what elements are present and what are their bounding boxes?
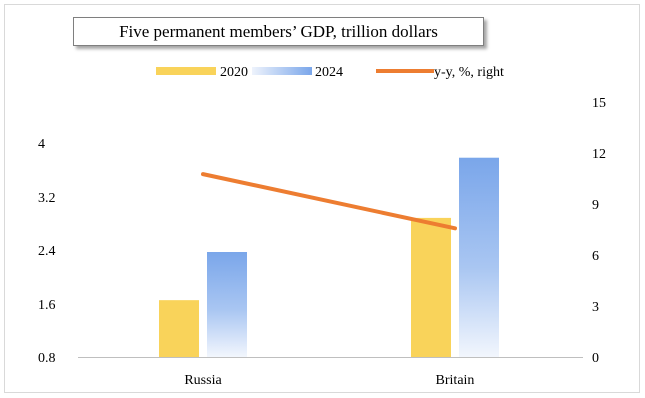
right-tick-label: 3 xyxy=(592,300,599,315)
right-axis: 0 3 6 9 12 15 xyxy=(592,96,606,366)
left-axis: 0.8 1.6 2.4 3.2 4 xyxy=(38,137,56,366)
left-tick-label: 3.2 xyxy=(38,191,56,206)
line-series-yy xyxy=(201,172,457,231)
bar-britain-2020 xyxy=(411,217,451,357)
right-tick-label: 0 xyxy=(592,351,599,366)
right-tick-label: 9 xyxy=(592,198,599,213)
legend-swatch-2024 xyxy=(252,67,312,75)
legend: 2020 2024 y-y, %, right xyxy=(156,65,504,80)
right-tick-label: 15 xyxy=(592,96,606,111)
category-label-russia: Russia xyxy=(184,373,222,388)
bar-russia-2024 xyxy=(207,252,247,357)
chart-title: Five permanent members’ GDP, trillion do… xyxy=(73,17,484,46)
right-tick-label: 6 xyxy=(592,249,599,264)
x-axis: Russia Britain xyxy=(184,373,474,388)
bars xyxy=(159,157,499,357)
legend-label-2020: 2020 xyxy=(220,65,248,80)
right-tick-label: 12 xyxy=(592,147,606,162)
left-tick-label: 0.8 xyxy=(38,351,56,366)
left-tick-label: 4 xyxy=(38,137,45,152)
category-label-britain: Britain xyxy=(436,373,475,388)
legend-label-yy: y-y, %, right xyxy=(434,65,504,80)
left-tick-label: 1.6 xyxy=(38,298,56,313)
legend-swatch-2020 xyxy=(156,67,216,75)
legend-label-2024: 2024 xyxy=(315,65,343,80)
left-tick-label: 2.4 xyxy=(38,244,56,259)
bar-russia-2020 xyxy=(159,300,199,357)
bar-britain-2024 xyxy=(459,157,499,357)
